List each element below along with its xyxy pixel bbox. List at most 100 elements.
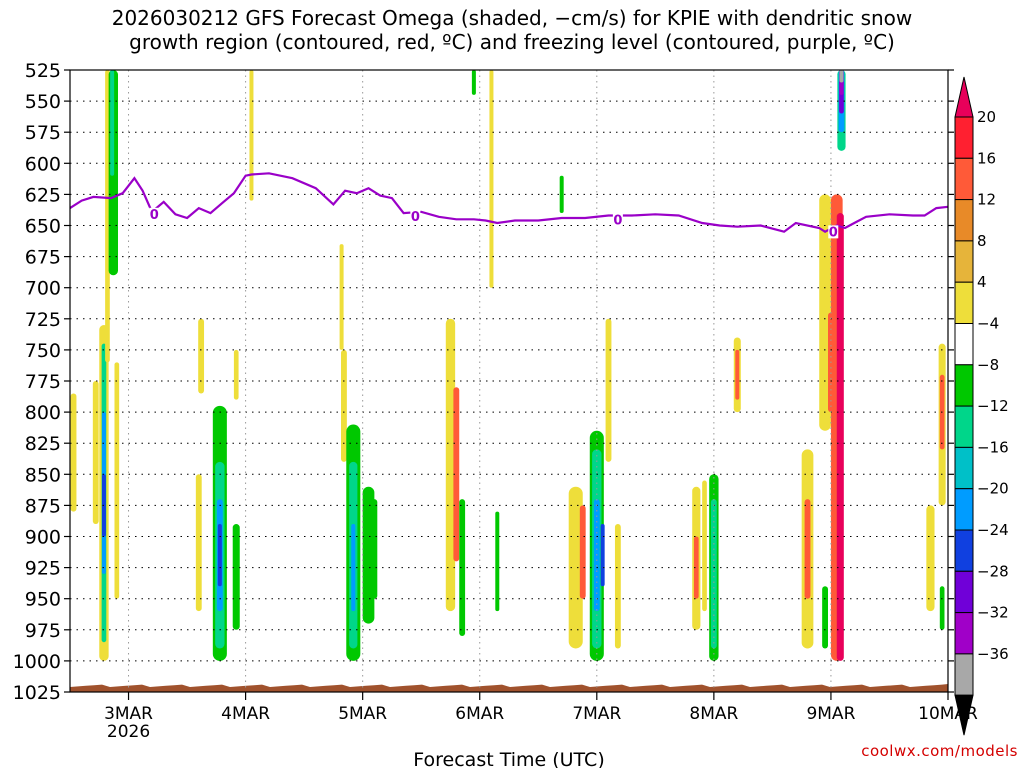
y-tick-label: 750: [25, 340, 61, 362]
omega-cell: [339, 244, 344, 350]
x-tick-label: 6MAR: [455, 704, 504, 724]
colorbar-label: −8: [977, 356, 999, 374]
colorbar-label: 20: [977, 108, 996, 126]
freezing-level-line: [69, 172, 949, 233]
colorbar-swatch: [954, 446, 974, 490]
colorbar-swatch: [954, 199, 974, 242]
omega-cell: [710, 499, 717, 649]
colorbar-swatch: [954, 157, 974, 201]
colorbar-label: 4: [977, 273, 987, 291]
y-tick-label: 950: [25, 589, 61, 611]
omega-cell: [836, 213, 844, 661]
colorbar-swatch: [954, 612, 974, 655]
y-tick-label: 600: [25, 153, 61, 175]
y-tick-label: 875: [25, 495, 61, 517]
omega-cell: [217, 524, 222, 587]
y-tick-label: 850: [25, 464, 61, 486]
x-tick-label: 8MAR: [689, 704, 738, 724]
y-tick-label: 725: [25, 309, 61, 331]
freezing-label-bg: [828, 225, 839, 239]
omega-cell: [735, 349, 740, 400]
y-tick-label: 700: [25, 278, 61, 300]
x-tick-label: 7MAR: [572, 704, 621, 724]
colorbar-label: 8: [977, 232, 987, 250]
omega-cell: [568, 486, 583, 649]
y-tick-label: 1025: [13, 682, 61, 704]
omega-cell: [341, 349, 347, 462]
omega-cell: [600, 524, 605, 587]
freezing-level-label: 0: [829, 225, 838, 240]
title-line-1: 2026030212 GFS Forecast Omega (shaded, −…: [111, 6, 913, 30]
omega-cell: [804, 499, 811, 599]
colorbar-label: −24: [977, 521, 1009, 539]
y-tick-label: 925: [25, 558, 61, 580]
ground-terrain: [70, 684, 948, 692]
x-tick-label: 4MAR: [221, 704, 270, 724]
colorbar-label: −4: [977, 315, 999, 333]
x-tick-sublabel: 2026: [107, 722, 150, 742]
omega-cell: [702, 480, 707, 612]
ground-fill: [70, 684, 948, 692]
credit-text: coolwx.com/models: [861, 742, 1018, 760]
colorbar-swatch: [954, 281, 974, 325]
omega-cell: [351, 524, 356, 612]
omega-cell: [614, 524, 621, 649]
omega-cell: [939, 586, 945, 630]
freezing-label-bg: [612, 213, 623, 227]
omega-cell: [471, 70, 476, 95]
colorbar-swatch: [954, 116, 974, 159]
omega-cell: [233, 349, 239, 400]
colorbar-label: 12: [977, 191, 996, 209]
colorbar-label: −28: [977, 562, 1009, 580]
freezing-label-bg: [410, 210, 421, 224]
omega-cell: [195, 474, 202, 612]
colorbar-swatch: [954, 653, 974, 696]
y-tick-label: 525: [25, 60, 61, 82]
y-tick-label: 650: [25, 216, 61, 238]
y-tick-label: 550: [25, 91, 61, 113]
colorbar-label: −36: [977, 645, 1009, 663]
y-tick-label: 625: [25, 184, 61, 206]
omega-cell: [232, 524, 240, 630]
y-axis: 525 550 575 600 625 650 675 700 725 750 775 800 825 8…: [13, 60, 954, 704]
freezing-level-label: 0: [150, 208, 159, 223]
omega-cell: [559, 175, 564, 214]
colorbar-swatch: [954, 323, 974, 366]
colorbar-label: −16: [977, 438, 1009, 456]
chart-title: 2026030212 GFS Forecast Omega (shaded, −…: [0, 6, 1024, 54]
x-tick-label: 3MAR: [104, 704, 153, 724]
freezing-level-label: 0: [613, 214, 622, 229]
omega-cell: [489, 70, 494, 288]
grid-lines: [70, 70, 948, 692]
y-tick-label: 675: [25, 247, 61, 269]
freezing-level-label: 0: [411, 210, 420, 225]
colorbar-swatch: [954, 405, 974, 448]
omega-cell: [926, 505, 935, 612]
colorbar-swatch: [954, 570, 974, 614]
omega-cell: [92, 381, 99, 525]
colorbar-swatch: [954, 529, 974, 572]
omega-cell: [693, 536, 699, 599]
omega-cell: [110, 70, 115, 176]
omega-cell: [371, 499, 378, 599]
x-tick-label: 5MAR: [338, 704, 387, 724]
omega-cell: [495, 511, 500, 612]
omega-cell: [453, 387, 460, 562]
omega-cell: [70, 393, 77, 512]
freezing-level-contour: 0 0 0 0: [69, 172, 949, 240]
omega-shading: [70, 70, 946, 661]
y-tick-label: 1000: [13, 651, 61, 673]
omega-cell: [445, 318, 456, 612]
omega-cell: [198, 318, 205, 394]
y-tick-label: 575: [25, 122, 61, 144]
omega-cell: [249, 70, 254, 201]
colorbar-top-arrow: [954, 76, 974, 118]
omega-cell: [822, 586, 829, 649]
omega-cell: [579, 505, 586, 599]
colorbar-label: −12: [977, 397, 1009, 415]
colorbar-swatch: [954, 240, 974, 283]
colorbar-swatch: [954, 364, 974, 407]
title-line-2: growth region (contoured, red, ºC) and f…: [129, 30, 895, 54]
